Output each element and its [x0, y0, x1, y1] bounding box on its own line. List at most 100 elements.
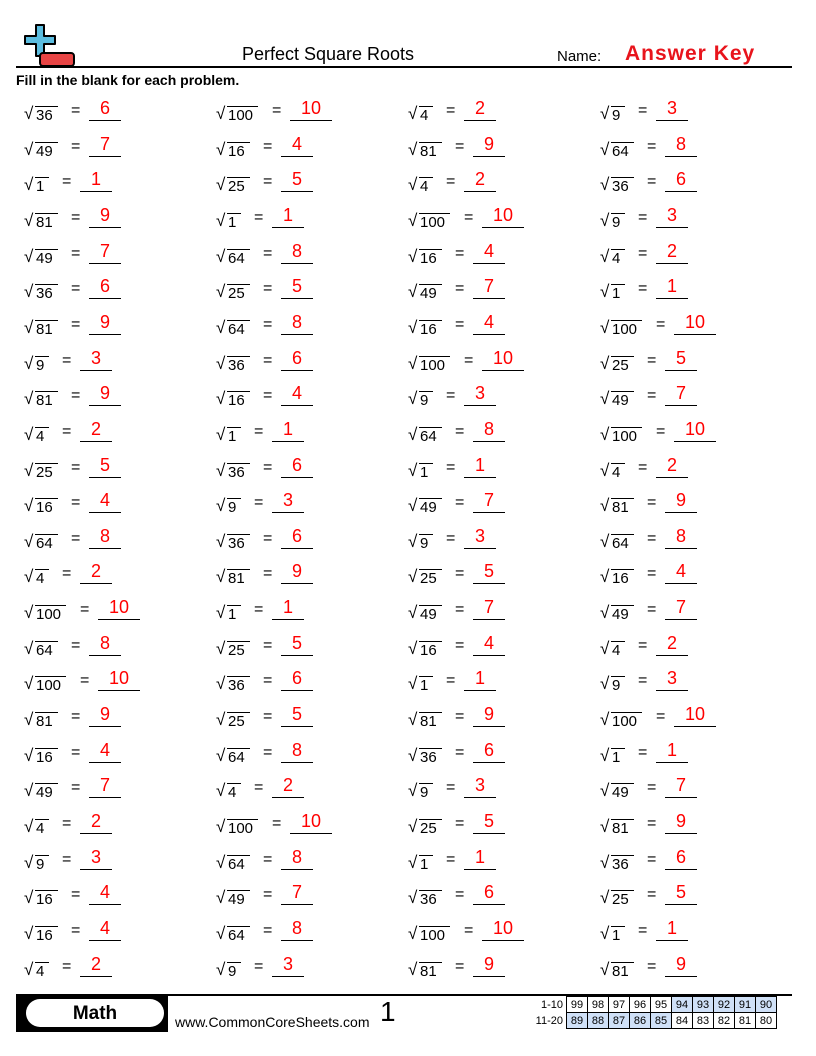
answer-blank[interactable]: 3 [80, 847, 112, 870]
answer-blank[interactable]: 6 [89, 98, 121, 121]
answer-blank[interactable]: 4 [281, 134, 313, 157]
answer-blank[interactable]: 2 [272, 775, 304, 799]
answer-blank[interactable]: 3 [464, 526, 496, 549]
answer-blank[interactable]: 5 [473, 811, 505, 834]
answer-blank[interactable]: 9 [665, 954, 697, 977]
answer-blank[interactable]: 7 [89, 775, 121, 799]
answer-blank[interactable]: 4 [89, 490, 121, 514]
answer-blank[interactable]: 9 [665, 490, 697, 514]
answer-blank[interactable]: 9 [473, 704, 505, 728]
answer-blank[interactable]: 8 [473, 419, 505, 442]
answer-blank[interactable]: 8 [281, 740, 313, 763]
answer-blank[interactable]: 1 [464, 847, 496, 870]
answer-blank[interactable]: 7 [89, 241, 121, 264]
answer-blank[interactable]: 2 [80, 561, 112, 585]
answer-blank[interactable]: 8 [281, 847, 313, 870]
answer-blank[interactable]: 7 [473, 276, 505, 300]
answer-blank[interactable]: 1 [464, 668, 496, 692]
answer-blank[interactable]: 3 [272, 954, 304, 977]
answer-blank[interactable]: 7 [665, 597, 697, 621]
answer-blank[interactable]: 5 [281, 169, 313, 193]
answer-blank[interactable]: 3 [80, 348, 112, 371]
answer-blank[interactable]: 5 [281, 704, 313, 728]
answer-blank[interactable]: 1 [656, 276, 688, 300]
answer-blank[interactable]: 2 [80, 811, 112, 834]
answer-blank[interactable]: 7 [473, 490, 505, 514]
answer-blank[interactable]: 7 [89, 134, 121, 157]
answer-blank[interactable]: 4 [89, 740, 121, 763]
answer-blank[interactable]: 6 [89, 276, 121, 300]
answer-blank[interactable]: 6 [665, 169, 697, 193]
answer-blank[interactable]: 6 [281, 526, 313, 549]
answer-blank[interactable]: 1 [464, 455, 496, 478]
answer-blank[interactable]: 2 [656, 633, 688, 656]
answer-blank[interactable]: 8 [281, 241, 313, 264]
answer-blank[interactable]: 4 [473, 241, 505, 264]
answer-blank[interactable]: 9 [665, 811, 697, 834]
answer-blank[interactable]: 10 [290, 98, 332, 121]
answer-blank[interactable]: 10 [674, 704, 716, 728]
answer-blank[interactable]: 1 [272, 205, 304, 228]
answer-blank[interactable]: 3 [656, 98, 688, 121]
answer-blank[interactable]: 4 [89, 882, 121, 906]
answer-blank[interactable]: 1 [656, 918, 688, 941]
answer-blank[interactable]: 5 [473, 561, 505, 585]
answer-blank[interactable]: 5 [89, 455, 121, 478]
answer-blank[interactable]: 10 [290, 811, 332, 834]
answer-blank[interactable]: 9 [473, 134, 505, 157]
answer-blank[interactable]: 8 [281, 918, 313, 941]
answer-blank[interactable]: 9 [89, 312, 121, 335]
answer-blank[interactable]: 2 [80, 954, 112, 977]
answer-blank[interactable]: 6 [281, 668, 313, 692]
answer-blank[interactable]: 8 [665, 134, 697, 157]
answer-blank[interactable]: 5 [665, 882, 697, 906]
answer-blank[interactable]: 5 [665, 348, 697, 371]
answer-blank[interactable]: 10 [674, 312, 716, 335]
answer-blank[interactable]: 10 [98, 668, 140, 692]
answer-blank[interactable]: 4 [89, 918, 121, 941]
answer-blank[interactable]: 7 [665, 775, 697, 799]
answer-blank[interactable]: 4 [281, 383, 313, 407]
answer-blank[interactable]: 6 [473, 740, 505, 763]
answer-blank[interactable]: 6 [281, 455, 313, 478]
answer-blank[interactable]: 5 [281, 276, 313, 300]
answer-blank[interactable]: 2 [464, 98, 496, 121]
answer-blank[interactable]: 5 [281, 633, 313, 656]
answer-blank[interactable]: 2 [656, 455, 688, 478]
answer-blank[interactable]: 8 [89, 633, 121, 656]
answer-blank[interactable]: 2 [656, 241, 688, 264]
answer-blank[interactable]: 8 [281, 312, 313, 335]
answer-blank[interactable]: 3 [464, 383, 496, 407]
answer-blank[interactable]: 1 [80, 169, 112, 193]
answer-blank[interactable]: 9 [89, 704, 121, 728]
answer-blank[interactable]: 7 [665, 383, 697, 407]
answer-blank[interactable]: 7 [281, 882, 313, 906]
answer-blank[interactable]: 6 [473, 882, 505, 906]
answer-blank[interactable]: 6 [665, 847, 697, 870]
answer-blank[interactable]: 1 [272, 597, 304, 621]
answer-blank[interactable]: 9 [281, 561, 313, 585]
answer-blank[interactable]: 1 [272, 419, 304, 442]
answer-blank[interactable]: 4 [473, 312, 505, 335]
answer-blank[interactable]: 6 [281, 348, 313, 371]
answer-blank[interactable]: 10 [482, 348, 524, 371]
answer-blank[interactable]: 3 [464, 775, 496, 799]
answer-blank[interactable]: 9 [89, 205, 121, 228]
answer-blank[interactable]: 8 [665, 526, 697, 549]
answer-blank[interactable]: 3 [656, 205, 688, 228]
answer-blank[interactable]: 10 [98, 597, 140, 621]
answer-blank[interactable]: 10 [674, 419, 716, 442]
answer-blank[interactable]: 4 [665, 561, 697, 585]
answer-blank[interactable]: 9 [473, 954, 505, 977]
answer-blank[interactable]: 2 [464, 169, 496, 193]
answer-blank[interactable]: 10 [482, 918, 524, 941]
answer-blank[interactable]: 1 [656, 740, 688, 763]
answer-blank[interactable]: 9 [89, 383, 121, 407]
answer-blank[interactable]: 8 [89, 526, 121, 549]
answer-blank[interactable]: 10 [482, 205, 524, 228]
answer-blank[interactable]: 2 [80, 419, 112, 442]
answer-blank[interactable]: 3 [656, 668, 688, 692]
answer-blank[interactable]: 3 [272, 490, 304, 514]
answer-blank[interactable]: 7 [473, 597, 505, 621]
answer-blank[interactable]: 4 [473, 633, 505, 656]
